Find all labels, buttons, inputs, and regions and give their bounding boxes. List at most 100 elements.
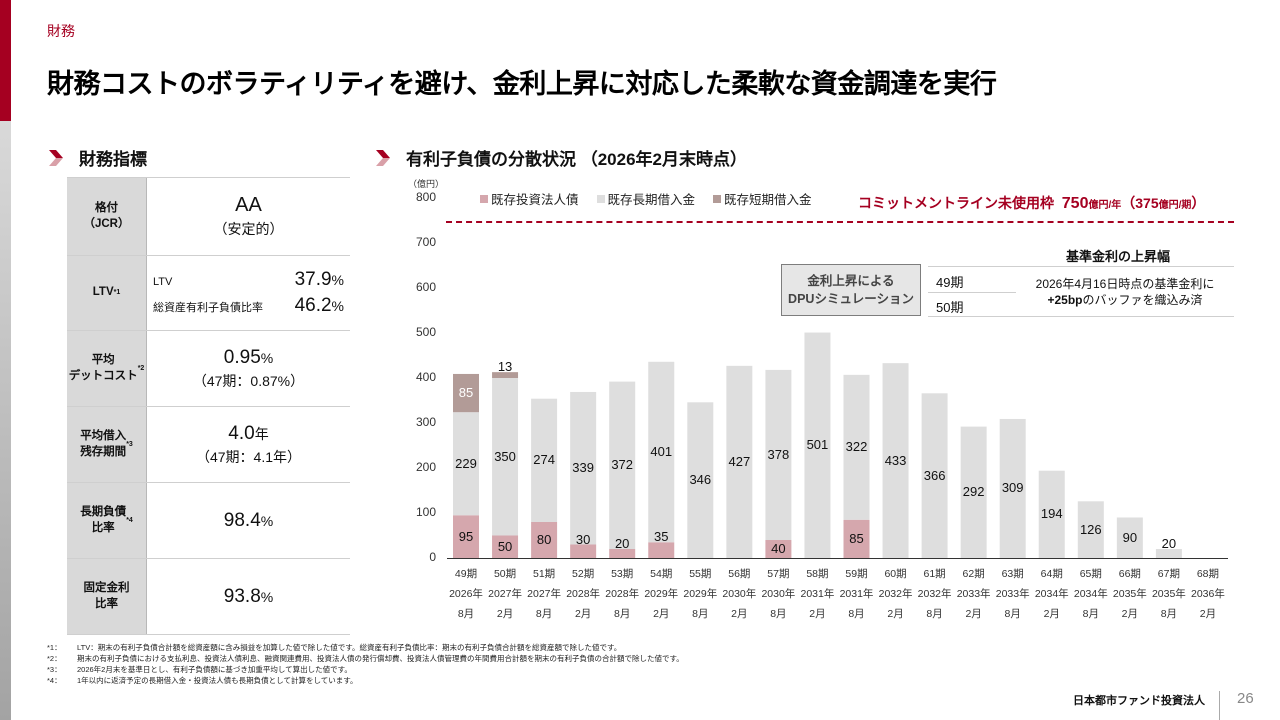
debt-ratio-number: 46.2 bbox=[294, 295, 332, 316]
bar-segment-long-term-loan bbox=[843, 374, 870, 520]
x-tick-year: 2026年 bbox=[449, 587, 483, 600]
rate-description: 2026年4月16日時点の基準金利に +25bpのバッファを織込み済 bbox=[1020, 276, 1230, 308]
commitment-value: 750 bbox=[1061, 195, 1089, 212]
x-tick-label: 53期 2028年 8月 bbox=[600, 565, 644, 625]
bar-value-label: 346 bbox=[689, 472, 712, 488]
bar-value-label: 35 bbox=[654, 529, 669, 545]
x-tick-period: 68期 bbox=[1196, 568, 1220, 580]
metric-label: 固定金利 比率 bbox=[67, 559, 147, 634]
bar-value-label: 322 bbox=[845, 439, 868, 455]
rate-buffer: +25bp bbox=[1047, 293, 1083, 308]
bar-segment-short-term-loan bbox=[492, 372, 519, 378]
x-tick-month: 2月 bbox=[1199, 607, 1217, 620]
metric-value: 93.8% bbox=[147, 559, 350, 634]
legend-item-short-term-loan: 既存短期借入金 bbox=[713, 189, 812, 208]
bar-value-label: 229 bbox=[455, 455, 477, 471]
sidebar-accent-gray bbox=[0, 121, 11, 720]
bar-value-label: 40 bbox=[771, 541, 786, 556]
commitment-per-period-value: 375 bbox=[1135, 195, 1159, 211]
page-number: 26 bbox=[1237, 690, 1254, 707]
rate-increase-table: 49期 50期 2026年4月16日時点の基準金利に +25bpのバッファを織込… bbox=[928, 266, 1234, 317]
metric-label-text: 平均 デットコスト bbox=[68, 353, 138, 382]
metric-label: 長期負債 比率 *4 bbox=[67, 483, 147, 558]
ltv-unit: % bbox=[331, 272, 344, 288]
long-term-ratio-value: 98.4% bbox=[224, 510, 273, 532]
bar-value-label: 350 bbox=[494, 448, 516, 464]
x-tick-label: 62期 2033年 2月 bbox=[952, 565, 996, 625]
x-tick-month: 8月 bbox=[614, 607, 631, 620]
remaining-period-number: 4.0 bbox=[228, 422, 255, 444]
x-tick-label: 66期 2035年 2月 bbox=[1108, 565, 1152, 625]
section-label: 財務 bbox=[47, 23, 75, 39]
x-tick-year: 2029年 bbox=[644, 587, 679, 600]
legend-label: 既存長期借入金 bbox=[607, 193, 696, 207]
metric-label-text: LTV bbox=[92, 286, 114, 299]
x-tick-month: 8月 bbox=[848, 607, 865, 620]
metric-label: LTV *1 bbox=[67, 256, 147, 330]
bar-value-label: 13 bbox=[497, 359, 513, 375]
x-tick-period: 50期 bbox=[493, 568, 517, 580]
bar-segment-long-term-loan bbox=[531, 398, 558, 522]
x-tick-period: 51期 bbox=[533, 568, 556, 580]
x-tick-label: 50期 2027年 2月 bbox=[483, 565, 527, 625]
x-tick-year: 2033年 bbox=[956, 587, 991, 600]
bar-value-label: 501 bbox=[806, 437, 829, 453]
footnote-ref: *3 bbox=[126, 440, 133, 448]
footnote-ref: *2 bbox=[137, 364, 145, 372]
metric-value: 4.0年 （47期：4.1年） bbox=[147, 407, 350, 482]
bar-value-label: 95 bbox=[458, 528, 474, 544]
bar-segment-bond bbox=[609, 549, 636, 558]
footnotes: *1： LTV：期末の有利子負債合計額を総資産額に含み損益を加算した値で除した値で… bbox=[47, 643, 684, 687]
y-tick-label: 600 bbox=[415, 280, 436, 294]
bar-segment-long-term-loan bbox=[687, 402, 714, 558]
bar-segment-long-term-loan bbox=[648, 361, 675, 543]
y-tick-label: 800 bbox=[415, 190, 436, 204]
footnote-text: 期末の有利子負債における支払利息、投資法人債利息、融資関連費用、投資法人債の発行… bbox=[77, 653, 684, 663]
footnote-text: LTV：期末の有利子負債合計額を総資産額に含み損益を加算した値で除した値です。総… bbox=[77, 643, 622, 652]
debt-cost-unit: % bbox=[260, 349, 274, 366]
debt-ratio-value: 46.2% bbox=[295, 295, 344, 317]
x-tick-month: 2月 bbox=[809, 607, 826, 620]
chart-heading: 有利子負債の分散状況 （2026年2月末時点） bbox=[374, 145, 747, 170]
footnote: *1： LTV：期末の有利子負債合計額を総資産額に含み損益を加算した値で除した値で… bbox=[47, 643, 684, 654]
y-tick-label: 200 bbox=[415, 460, 436, 474]
x-tick-period: 52期 bbox=[572, 568, 595, 580]
footnote-key: *1： bbox=[47, 643, 62, 652]
bar-segment-short-term-loan bbox=[453, 373, 479, 413]
debt-ratio-unit: % bbox=[331, 298, 344, 314]
footnote: *4： 1年以内に返済予定の長期借入金・投資法人債も長期負債として計算をしています… bbox=[47, 676, 684, 687]
commitment-dashed-line bbox=[446, 221, 1234, 223]
x-tick-year: 2034年 bbox=[1034, 587, 1069, 600]
x-tick-period: 60期 bbox=[884, 568, 907, 580]
x-tick-year: 2033年 bbox=[995, 587, 1030, 600]
bar-segment-long-term-loan bbox=[921, 393, 948, 558]
bar-segment-bond bbox=[531, 522, 558, 558]
rate-period-49: 49期 bbox=[936, 275, 964, 290]
metric-row-rating: 格付 （JCR） AA （安定的） bbox=[67, 178, 350, 256]
x-tick-month: 8月 bbox=[692, 607, 709, 620]
x-tick-period: 54期 bbox=[650, 568, 673, 580]
metric-label: 格付 （JCR） bbox=[67, 178, 147, 255]
metric-row-remaining-period: 平均借入 残存期間 *3 4.0年 （47期：4.1年） bbox=[67, 407, 350, 483]
bar-value-label: 274 bbox=[533, 452, 555, 468]
legend-swatch-icon bbox=[480, 194, 488, 203]
ltv-line: LTV 37.9% bbox=[147, 269, 350, 291]
x-tick-month: 2月 bbox=[1121, 607, 1139, 620]
bar-value-label: 20 bbox=[1161, 536, 1177, 551]
metric-label-text: 平均借入 残存期間 bbox=[80, 429, 127, 458]
x-tick-year: 2028年 bbox=[605, 587, 640, 600]
y-tick-label: 700 bbox=[415, 235, 436, 249]
rate-increase-title: 基準金利の上昇幅 bbox=[1066, 249, 1171, 264]
legend-label: 既存投資法人債 bbox=[491, 193, 579, 207]
y-tick-label: 500 bbox=[415, 325, 436, 339]
x-tick-month: 2月 bbox=[887, 607, 904, 620]
footnote: *2： 期末の有利子負債における支払利息、投資法人債利息、融資関連費用、投資法人債… bbox=[47, 654, 684, 665]
metric-value: 98.4% bbox=[147, 483, 350, 558]
ltv-value: 37.9% bbox=[295, 269, 344, 291]
debt-cost-prev: （47期：0.87%） bbox=[192, 372, 305, 389]
metric-row-fixed-rate-ratio: 固定金利 比率 93.8% bbox=[67, 559, 350, 635]
debt-cost-value: 0.95% bbox=[224, 347, 273, 369]
x-tick-year: 2035年 bbox=[1112, 587, 1147, 600]
remaining-period-prev: （47期：4.1年） bbox=[195, 448, 302, 465]
x-tick-label: 49期 2026年 8月 bbox=[444, 565, 488, 625]
